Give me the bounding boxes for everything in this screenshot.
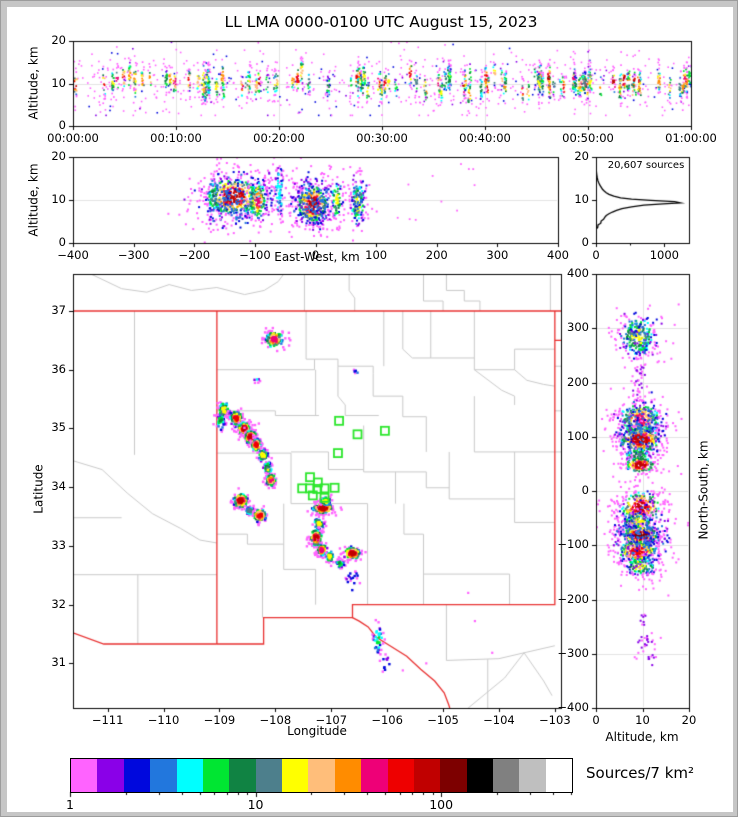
colorbar-segment [387, 759, 414, 792]
north-south-tick-label: −100 [557, 537, 589, 552]
y-axis-label-ew-panel-altitude: Altitude, km [26, 163, 41, 237]
colorbar-segment [466, 759, 493, 792]
ew-axis-tick-label: 200 [425, 248, 448, 262]
ew-axis-tick-label: −400 [57, 248, 89, 262]
latitude-tick-label: 31 [51, 655, 66, 670]
colorbar-segment [97, 759, 124, 792]
colorbar-segment [413, 759, 441, 792]
colorbar-segment [519, 759, 546, 792]
x-axis-label-east-west: East-West, km [274, 250, 360, 264]
colorbar-segment [440, 759, 467, 792]
colorbar-segment [176, 759, 203, 792]
longitude-tick-label: −109 [203, 713, 236, 727]
colorbar-segment [334, 759, 362, 792]
time-axis-tick-label: 01:00:00 [665, 131, 717, 145]
figure-title: LL LMA 0000-0100 UTC August 15, 2023 [224, 13, 538, 31]
y-axis-label-time-panel-altitude: Altitude, km [26, 46, 41, 120]
colorbar-segment [545, 759, 573, 792]
time-panel-altitude-tick-label: 20 [51, 33, 66, 47]
ew-axis-tick-label: 400 [547, 248, 569, 262]
time-panel-altitude-tick-label: 0 [58, 118, 66, 132]
histogram-altitude-tick-label: 0 [581, 235, 589, 249]
ns-altitude-tick-label: 0 [592, 713, 600, 727]
colorbar-tick-label: 10 [247, 797, 264, 812]
time-axis-tick-label: 00:10:00 [150, 131, 202, 145]
colorbar-segment [282, 759, 309, 792]
histogram-x-tick-label: 0 [592, 248, 600, 262]
north-south-tick-label: 0 [581, 483, 589, 497]
longitude-tick-label: −107 [315, 713, 348, 727]
ew-axis-tick-label: 0 [311, 248, 320, 262]
north-south-tick-label: 400 [567, 266, 589, 280]
longitude-tick-label: −103 [539, 713, 571, 727]
ew-axis-tick-label: −300 [117, 248, 150, 262]
colorbar-segment [202, 759, 230, 792]
north-south-tick-label: 100 [567, 428, 589, 443]
colorbar-title: Sources/7 km² [586, 764, 695, 782]
ns-altitude-tick-label: 10 [635, 713, 650, 727]
north-south-tick-label: −300 [557, 645, 589, 660]
latitude-tick-label: 37 [51, 302, 66, 317]
colorbar-segment [150, 759, 177, 792]
north-south-tick-label: 200 [567, 374, 589, 389]
y-axis-label-latitude: Latitude [31, 464, 46, 514]
colorbar-segment [493, 759, 520, 792]
colorbar [70, 758, 573, 793]
north-south-tick-label: 300 [567, 320, 589, 335]
ew-axis-tick-label: 100 [365, 248, 388, 262]
ew-axis-tick-label: 300 [486, 248, 509, 262]
north-south-tick-label: −400 [557, 700, 589, 714]
longitude-tick-label: −110 [147, 713, 180, 727]
latitude-tick-label: 32 [51, 596, 66, 611]
time-axis-tick-label: 00:30:00 [356, 131, 408, 145]
longitude-tick-label: −106 [371, 713, 403, 727]
latitude-tick-label: 36 [51, 361, 66, 376]
ew-axis-tick-label: −100 [239, 248, 271, 262]
latitude-tick-label: 35 [51, 420, 66, 435]
time-axis-tick-label: 00:40:00 [459, 131, 511, 145]
colorbar-tick-label: 100 [429, 797, 454, 812]
histogram-altitude-tick-label: 10 [574, 192, 589, 206]
colorbar-tick-label: 1 [66, 797, 74, 812]
colorbar-segment [255, 759, 282, 792]
histogram-x-tick-label: 1000 [649, 248, 680, 262]
colorbar-segment [361, 759, 388, 792]
x-axis-label-longitude: Longitude [287, 724, 347, 738]
ew-panel-altitude-tick-label: 0 [58, 235, 66, 249]
time-panel-altitude-tick-label: 10 [51, 75, 66, 90]
colorbar-segment [229, 759, 256, 792]
histogram-altitude-tick-label: 20 [574, 149, 589, 163]
colorbar-segment [308, 759, 335, 792]
ew-panel-altitude-tick-label: 10 [51, 192, 66, 206]
north-south-tick-label: −200 [557, 591, 589, 606]
colorbar-segment [71, 759, 98, 792]
latitude-tick-label: 34 [51, 479, 66, 494]
ew-panel-altitude-tick-label: 20 [51, 149, 66, 163]
colorbar-segment [123, 759, 151, 792]
ns-altitude-tick-label: 20 [681, 713, 697, 727]
time-axis-tick-label: 00:00:00 [47, 131, 99, 145]
ew-axis-tick-label: −200 [178, 248, 211, 262]
longitude-tick-label: −104 [483, 713, 515, 727]
latitude-tick-label: 33 [51, 537, 66, 552]
longitude-tick-label: −105 [427, 713, 459, 727]
y-axis-label-north-south: North-South, km [696, 440, 711, 540]
histogram-source-count-annotation: 20,607 sources [607, 160, 685, 171]
time-axis-tick-label: 00:50:00 [562, 131, 614, 145]
time-axis-tick-label: 00:20:00 [253, 131, 305, 145]
longitude-tick-label: −108 [259, 713, 292, 727]
longitude-tick-label: −111 [91, 713, 124, 727]
x-axis-label-ns-altitude: Altitude, km [605, 730, 679, 744]
